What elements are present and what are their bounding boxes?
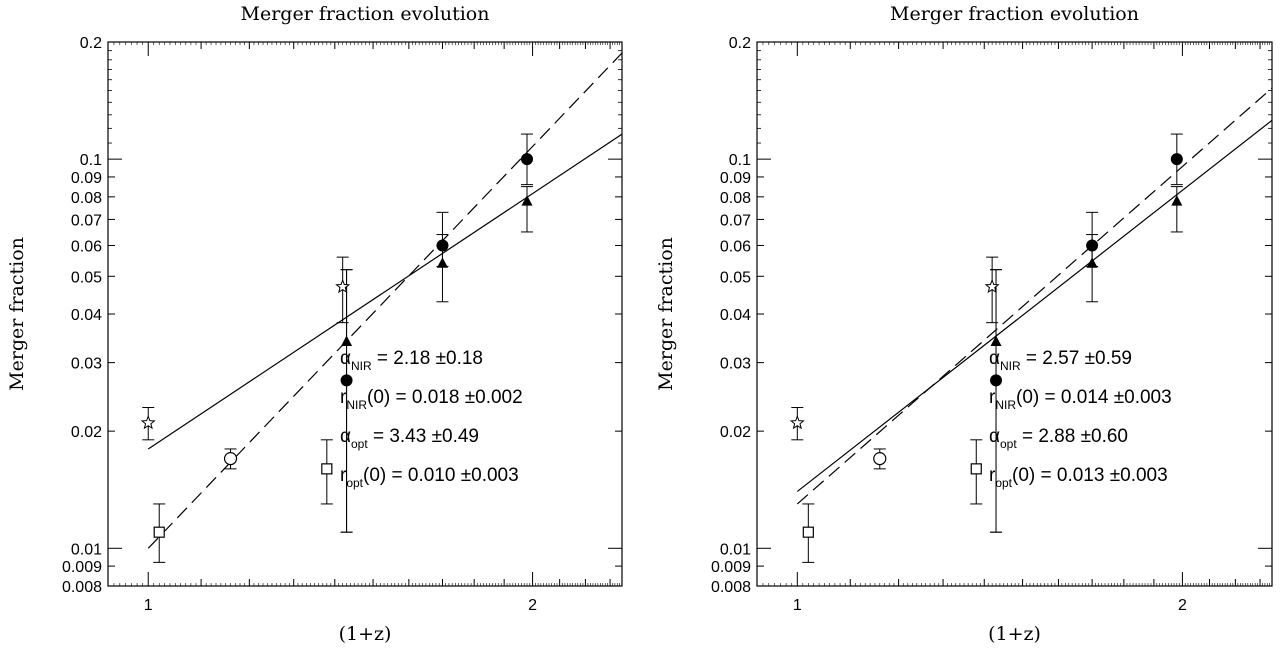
open-star-point	[335, 278, 351, 294]
fit-annotation: ropt(0) = 0.010 ±0.003	[340, 465, 519, 490]
y-tick-label: 0.2	[729, 35, 751, 52]
y-tick-label: 0.09	[71, 170, 102, 187]
filled-triangle-point	[990, 335, 1002, 346]
open-square-point	[970, 463, 982, 475]
annotation-subscript: opt	[1000, 437, 1017, 451]
annotation-subscript: opt	[346, 476, 363, 490]
fit-annotation: αNIR = 2.57 ±0.59	[989, 348, 1132, 373]
fit-annotation: ropt(0) = 0.013 ±0.003	[989, 465, 1168, 490]
y-tick-label: 0.06	[720, 238, 751, 255]
y-tick-label: 0.06	[71, 238, 102, 255]
y-tick-label: 0.2	[80, 35, 102, 52]
y-tick-label: 0.03	[71, 356, 102, 373]
y-tick-label: 0.07	[720, 212, 751, 229]
y-tick-label: 0.01	[720, 541, 751, 558]
annotation-subscript: NIR	[1000, 359, 1021, 373]
open-square-point	[321, 463, 333, 475]
annotation-subscript: NIR	[346, 398, 367, 412]
y-tick-label: 0.04	[71, 307, 102, 324]
fit-annotation: αopt = 2.88 ±0.60	[989, 426, 1128, 451]
y-tick-label: 0.03	[720, 356, 751, 373]
filled-circle-point	[521, 153, 534, 166]
plot-frame	[756, 41, 1273, 587]
annotation-value: = 3.43 ±0.49	[368, 426, 479, 447]
fit-line-solid	[147, 133, 622, 450]
filled-circle-point	[1170, 153, 1183, 166]
annotation-value: = 2.57 ±0.59	[1021, 348, 1132, 369]
chart-title: Merger fraction evolution	[890, 3, 1139, 25]
annotation-value: = 2.18 ±0.18	[372, 348, 483, 369]
y-tick-label: 0.008	[711, 579, 751, 596]
plot-frame	[107, 41, 623, 587]
fit-line-dashed	[796, 87, 1272, 505]
y-tick-label: 0.01	[71, 541, 102, 558]
open-square-point	[802, 526, 814, 538]
y-tick-label: 0.1	[80, 152, 102, 169]
annotation-value: = 2.88 ±0.60	[1017, 426, 1128, 447]
annotation-symbol: α	[989, 348, 1000, 369]
y-tick-label: 0.05	[71, 269, 102, 286]
open-star-point	[984, 278, 1000, 294]
annotation-value: (0) = 0.018 ±0.002	[367, 387, 523, 408]
y-tick-label: 0.04	[720, 307, 751, 324]
y-tick-label: 0.08	[720, 190, 751, 207]
open-star-point	[789, 415, 805, 430]
fit-annotation: rNIR(0) = 0.018 ±0.002	[340, 387, 523, 412]
open-square-point	[153, 526, 165, 538]
fit-annotation: αNIR = 2.18 ±0.18	[340, 348, 483, 373]
x-tick-label: 2	[1178, 597, 1187, 614]
fit-line-dashed	[147, 52, 622, 549]
fit-annotation: rNIR(0) = 0.014 ±0.003	[989, 387, 1172, 412]
annotation-symbol: α	[340, 348, 351, 369]
annotation-value: (0) = 0.013 ±0.003	[1012, 465, 1168, 486]
fit-annotation: αopt = 3.43 ±0.49	[340, 426, 479, 451]
y-tick-label: 0.08	[71, 190, 102, 207]
annotation-symbol: α	[340, 426, 351, 447]
annotation-subscript: NIR	[351, 359, 372, 373]
filled-triangle-point	[436, 257, 448, 268]
filled-triangle-point	[341, 335, 353, 346]
open-star-point	[140, 415, 156, 430]
x-tick-label: 2	[528, 597, 537, 614]
annotation-symbol: r	[989, 387, 996, 408]
y-tick-label: 0.009	[62, 559, 102, 576]
annotation-symbol: α	[989, 426, 1000, 447]
y-tick-label: 0.1	[729, 152, 751, 169]
y-tick-label: 0.009	[711, 559, 751, 576]
y-tick-label: 0.09	[720, 170, 751, 187]
open-circle-point	[223, 452, 238, 466]
filled-triangle-point	[1086, 257, 1098, 268]
annotation-symbol: r	[989, 465, 996, 486]
x-tick-label: 1	[144, 597, 153, 614]
open-circle-point	[873, 452, 887, 466]
annotation-symbol: r	[340, 465, 347, 486]
annotation-symbol: r	[340, 387, 347, 408]
annotation-subscript: opt	[995, 476, 1012, 490]
annotation-value: (0) = 0.014 ±0.003	[1016, 387, 1172, 408]
y-axis-label: Merger fraction	[6, 237, 28, 391]
annotation-value: (0) = 0.010 ±0.003	[363, 465, 519, 486]
y-tick-label: 0.07	[71, 212, 102, 229]
y-tick-label: 0.008	[62, 579, 102, 596]
chart-title: Merger fraction evolution	[241, 3, 490, 25]
x-axis-label: (1+z)	[988, 623, 1041, 645]
y-tick-label: 0.02	[71, 424, 102, 441]
filled-triangle-point	[521, 195, 533, 206]
filled-triangle-point	[1171, 195, 1183, 206]
y-tick-label: 0.05	[720, 269, 751, 286]
y-axis-label: Merger fraction	[655, 237, 677, 391]
y-tick-label: 0.02	[720, 424, 751, 441]
fit-line-solid	[796, 119, 1272, 492]
x-tick-label: 1	[793, 597, 802, 614]
annotation-subscript: NIR	[995, 398, 1016, 412]
x-axis-label: (1+z)	[339, 623, 392, 645]
annotation-subscript: opt	[351, 437, 368, 451]
